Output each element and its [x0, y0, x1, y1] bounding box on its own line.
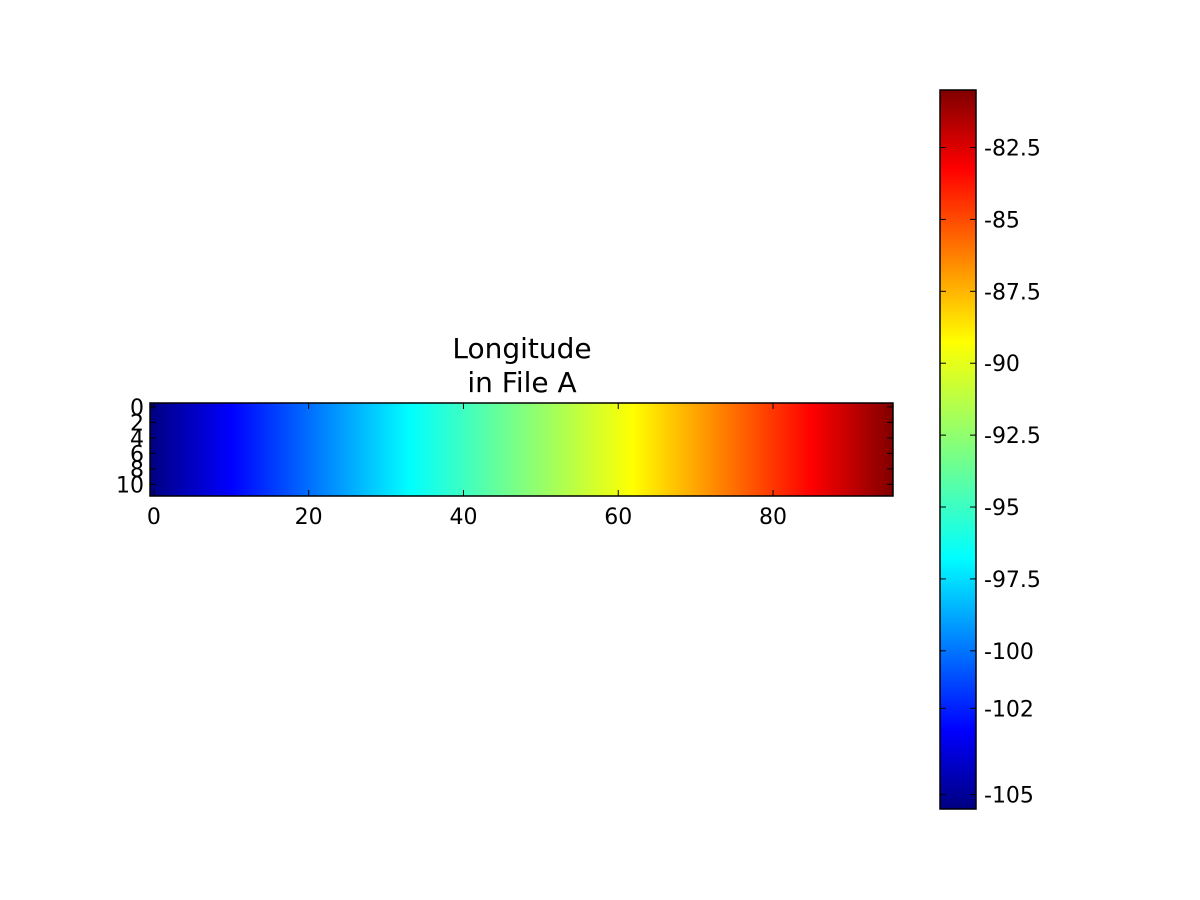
chart-title-line-1: Longitude: [452, 332, 591, 365]
heatmap-plot: [149, 402, 894, 497]
y-tick-label: 8: [130, 458, 144, 483]
colorbar-tick-label: -95: [984, 496, 1020, 521]
chart-title: Longitude in File A: [452, 332, 591, 399]
colorbar-tick-label: -82.5: [984, 137, 1041, 162]
x-tick-label: 40: [449, 505, 477, 530]
colorbar-tick-label: -90: [984, 352, 1020, 377]
y-tick-label: 4: [130, 427, 144, 452]
colorbar-tick-label: -92.5: [984, 424, 1041, 449]
y-tick-label: 0: [130, 396, 144, 421]
colorbar-tick-label: -102: [984, 697, 1034, 722]
x-axis: 0 20 40 60 80: [147, 403, 787, 530]
heatmap-image: [150, 403, 893, 496]
colorbar-tick-label: -100: [984, 640, 1034, 665]
colorbar-tick-label: -87.5: [984, 280, 1041, 305]
chart-title-line-2: in File A: [467, 366, 576, 399]
x-tick-label: 0: [147, 505, 161, 530]
x-tick-label: 20: [295, 505, 323, 530]
y-tick-label: 2: [130, 411, 144, 436]
y-tick-label: 10: [116, 473, 144, 498]
colorbar-gradient: [940, 90, 976, 809]
colorbar-tick-label: -97.5: [984, 568, 1041, 593]
colorbar-tick-label: -105: [984, 784, 1034, 809]
x-tick-label: 60: [604, 505, 632, 530]
colorbar: -105 -102 -100 -97.5 -95 -92.5 -90 -87.5 -85 -82.…: [939, 89, 1041, 810]
colorbar-tick-label: -85: [984, 208, 1020, 233]
y-tick-label: 6: [130, 442, 144, 467]
colorbar-frame: [939, 89, 977, 810]
plot-frame: [149, 402, 894, 497]
x-tick-label: 80: [759, 505, 787, 530]
